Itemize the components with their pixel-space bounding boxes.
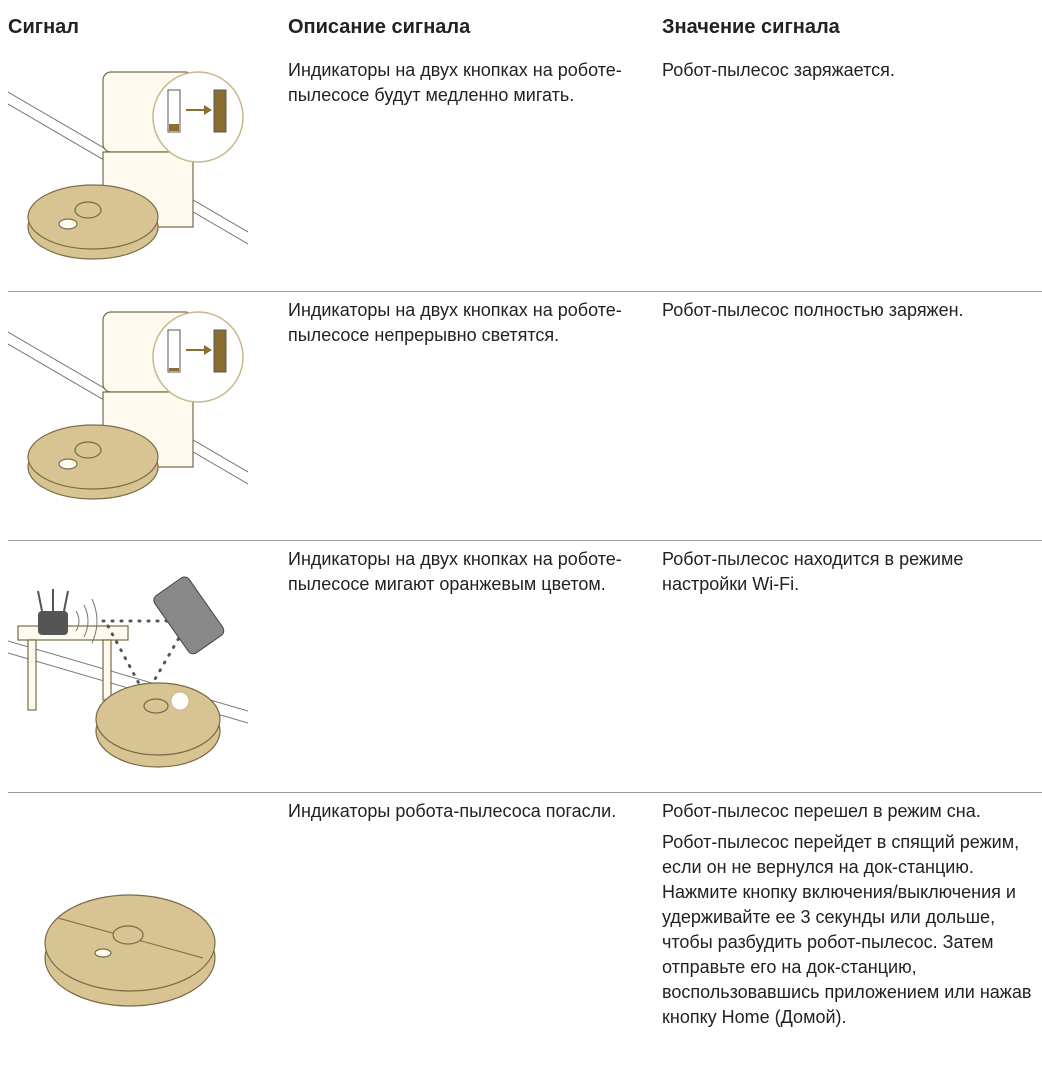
illustration [8,311,248,500]
table-row: Индикаторы на двух кнопках на роботе-пыл… [8,291,1042,541]
description: Индикаторы на двух кнопках на роботе-пыл… [288,549,622,594]
illustration [8,71,248,260]
illustration [8,576,248,768]
meaning: Робот-пылесос заряжается. [662,58,1034,89]
meaning: Робот-пылесос находится в режиме настрой… [662,547,1034,603]
description: Индикаторы на двух кнопках на роботе-пыл… [288,60,622,105]
description: Индикаторы робота-пылесоса погасли. [288,801,617,821]
description: Индикаторы на двух кнопках на роботе-пыл… [288,300,622,345]
meaning-text: Робот-пылесос находится в режиме настрой… [662,549,964,594]
illustration [44,894,216,1007]
meaning: Робот-пылесос перешел в режим сна. Робот… [662,799,1034,1036]
meaning: Робот-пылесос полностью заряжен. [662,298,1034,329]
meaning-text: Робот-пылесос перешел в режим сна. [662,801,981,821]
header-cell: Сигнал [8,16,79,38]
meaning-text: Робот-пылесос перейдет в спящий режим, е… [662,832,1032,1027]
table-row: Индикаторы на двух кнопках на роботе-пыл… [8,52,1042,291]
table-row: Индикаторы робота-пылесоса погасли. Робо… [8,792,1042,1089]
meaning-text: Робот-пылесос полностью заряжен. [662,300,964,320]
header-cell: Описание сигнала [288,16,471,38]
table-row: Индикаторы на двух кнопках на роботе-пыл… [8,540,1042,793]
header-cell: Значение сигнала [662,16,840,38]
meaning-text: Робот-пылесос заряжается. [662,60,895,80]
header-row: Сигнал Описание сигнала Значение сигнала [8,0,1042,52]
